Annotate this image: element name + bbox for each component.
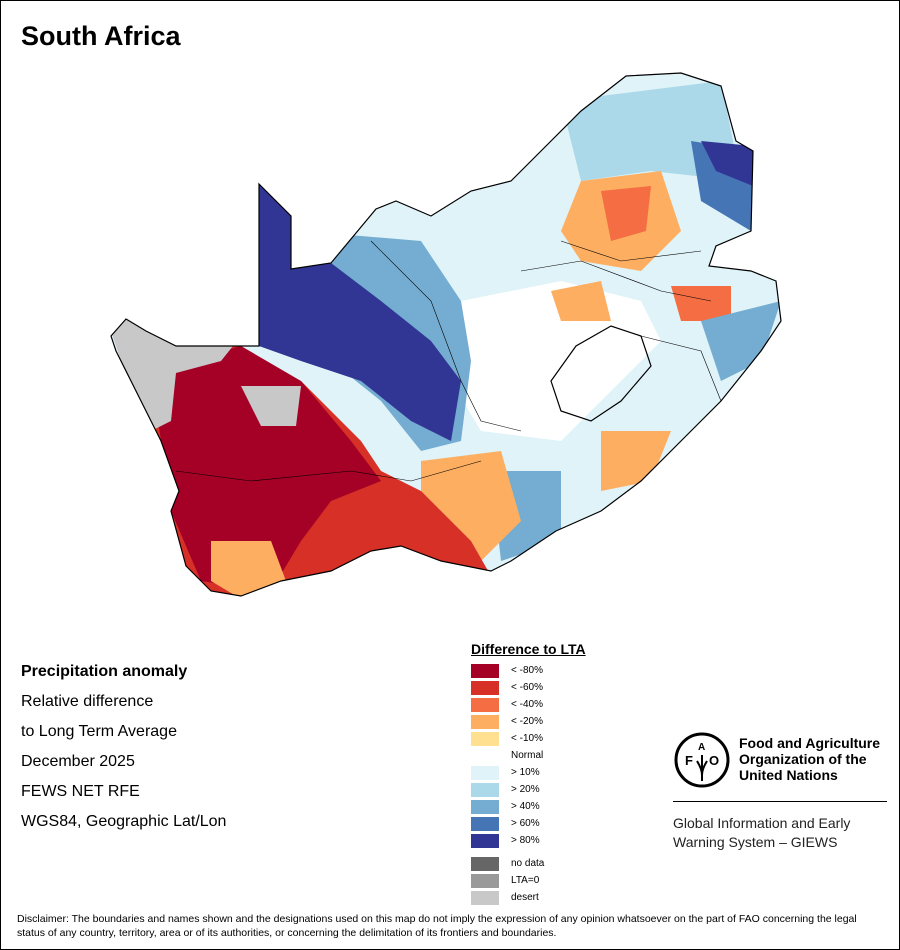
legend-swatch: [471, 816, 499, 831]
legend-item: > 20%: [471, 781, 586, 798]
fao-emblem-icon: F A O: [674, 732, 730, 788]
legend-swatch: [471, 663, 499, 678]
legend-swatch: [471, 714, 499, 729]
legend-items: < -80% < -60% < -40% < -20% < -10% Normal > 10…: [471, 662, 586, 849]
disclaimer: Disclaimer: The boundaries and names sho…: [17, 913, 857, 939]
legend-item: > 40%: [471, 798, 586, 815]
legend-label: > 10%: [511, 767, 540, 778]
fao-name: Food and Agriculture Organization of the…: [739, 735, 880, 783]
legend-swatch: [471, 680, 499, 695]
legend-label: < -80%: [511, 665, 543, 676]
fao-name-line: Food and Agriculture: [739, 735, 881, 751]
legend-label: no data: [511, 858, 545, 869]
map-title: South Africa: [21, 21, 181, 51]
svg-text:F: F: [685, 753, 693, 768]
legend-label: < -20%: [511, 716, 543, 727]
legend-item: no data: [471, 855, 586, 872]
legend-item: < -20%: [471, 713, 586, 730]
giews-line: Warning System – GIEWS: [673, 834, 838, 850]
legend-swatch: [471, 833, 499, 848]
legend-label: > 80%: [511, 835, 540, 846]
legend-label: > 40%: [511, 801, 540, 812]
legend-item: > 80%: [471, 832, 586, 849]
giews-line: Global Information and Early: [673, 815, 851, 831]
legend-item: Normal: [471, 747, 586, 764]
legend: Difference to LTA < -80% < -60% < -40% < -2…: [471, 641, 586, 906]
legend-title: Difference to LTA: [471, 641, 586, 657]
legend-swatch: [471, 890, 499, 905]
legend-swatch: [471, 856, 499, 871]
legend-label: < -40%: [511, 699, 543, 710]
info-line: FEWS NET RFE: [21, 783, 140, 800]
legend-label: < -60%: [511, 682, 543, 693]
fao-name-line: United Nations: [739, 767, 838, 783]
legend-item: < -80%: [471, 662, 586, 679]
svg-text:A: A: [698, 742, 705, 753]
legend-label: > 20%: [511, 784, 540, 795]
divider: [673, 801, 887, 802]
legend-swatch: [471, 782, 499, 797]
legend-item: < -60%: [471, 679, 586, 696]
fao-logo-block: F A O Food and Agriculture Organization …: [673, 731, 887, 850]
province-boundaries: [110, 72, 782, 597]
legend-swatch: [471, 799, 499, 814]
legend-item: LTA=0: [471, 872, 586, 889]
svg-text:O: O: [709, 753, 719, 768]
legend-item: < -10%: [471, 730, 586, 747]
legend-item: > 60%: [471, 815, 586, 832]
legend-item: desert: [471, 889, 586, 906]
fao-name-line: Organization of the: [739, 751, 867, 767]
legend-extra-items: no data LTA=0 desert: [471, 855, 586, 906]
giews-name: Global Information and Early Warning Sys…: [673, 814, 850, 852]
legend-label: < -10%: [511, 733, 543, 744]
legend-label: > 60%: [511, 818, 540, 829]
legend-swatch: [471, 765, 499, 780]
info-heading: Precipitation anomaly: [21, 663, 188, 680]
legend-item: < -40%: [471, 696, 586, 713]
legend-swatch: [471, 731, 499, 746]
legend-swatch: [471, 748, 499, 763]
legend-swatch: [471, 873, 499, 888]
map-info: Precipitation anomaly Relative differenc…: [21, 657, 226, 837]
legend-label: Normal: [511, 750, 544, 761]
info-line: WGS84, Geographic Lat/Lon: [21, 813, 227, 830]
legend-item: > 10%: [471, 764, 586, 781]
info-line: to Long Term Average: [21, 723, 177, 740]
info-line: December 2025: [21, 753, 135, 770]
legend-label: desert: [511, 892, 539, 903]
anomaly-raster: [111, 73, 781, 596]
legend-label: LTA=0: [511, 875, 540, 886]
legend-swatch: [471, 697, 499, 712]
info-line: Relative difference: [21, 693, 154, 710]
